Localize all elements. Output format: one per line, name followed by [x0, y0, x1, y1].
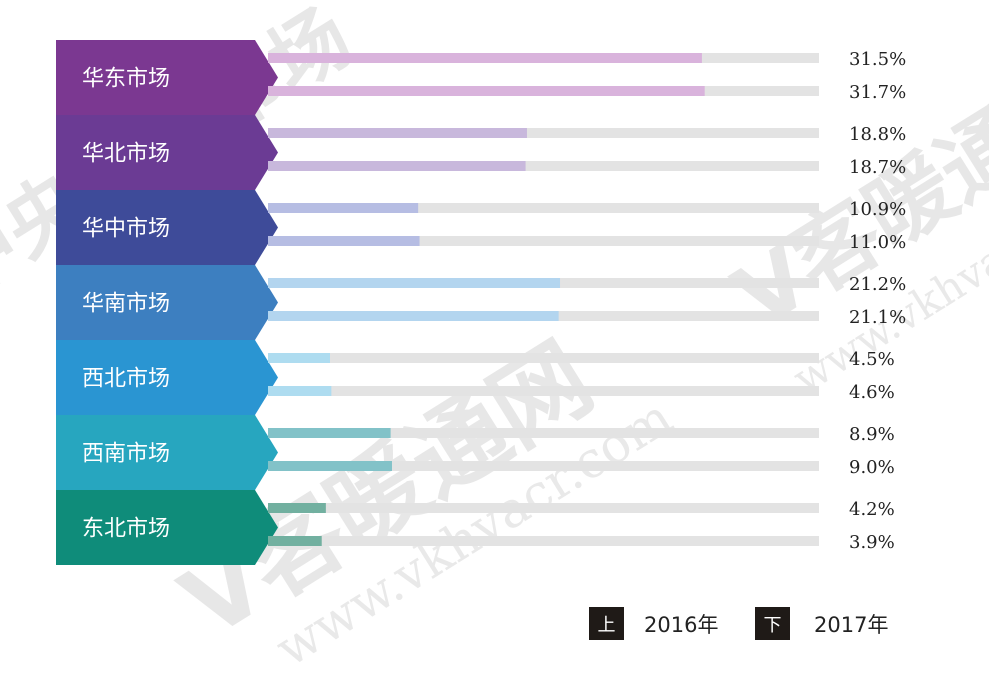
region-label: 西北市场	[82, 367, 170, 392]
bar-2016年	[268, 428, 391, 438]
region-block	[56, 115, 278, 190]
value-label: 4.5%	[849, 349, 895, 370]
bar-2017年	[268, 386, 332, 396]
bar-track	[268, 461, 819, 471]
region-label: 华中市场	[82, 217, 170, 242]
value-label: 21.2%	[849, 274, 906, 295]
bar-2017年	[268, 161, 526, 171]
bar-2016年	[268, 53, 702, 63]
bar-2016年	[268, 503, 326, 513]
bar-track	[268, 503, 819, 513]
bar-track	[268, 236, 819, 246]
region-block	[56, 415, 278, 490]
legend-marker-box	[755, 607, 790, 640]
bar-2016年	[268, 353, 330, 363]
value-label: 21.1%	[849, 307, 906, 328]
bar-2017年	[268, 461, 392, 471]
bar-2016年	[268, 128, 527, 138]
value-label: 3.9%	[849, 532, 895, 553]
bar-2017年	[268, 536, 322, 546]
bar-2017年	[268, 311, 559, 321]
bar-2017年	[268, 236, 420, 246]
value-label: 31.7%	[849, 82, 906, 103]
region-block	[56, 190, 278, 265]
legend-item-2017: 下 2017年	[755, 607, 888, 640]
value-label: 8.9%	[849, 424, 895, 445]
region-block	[56, 340, 278, 415]
value-label: 18.7%	[849, 157, 906, 178]
legend-label: 2016年	[644, 613, 718, 637]
bar-track	[268, 386, 819, 396]
region-label: 华南市场	[82, 292, 170, 317]
region-label: 西南市场	[82, 442, 170, 467]
bar-2016年	[268, 278, 561, 288]
value-label: 31.5%	[849, 49, 906, 70]
region-label: 华北市场	[82, 142, 170, 167]
value-label: 4.6%	[849, 382, 895, 403]
bar-track	[268, 353, 819, 363]
legend-marker-text: 上	[598, 615, 616, 636]
value-label: 18.8%	[849, 124, 906, 145]
bars	[268, 53, 819, 546]
value-label: 11.0%	[849, 232, 906, 253]
bar-track	[268, 428, 819, 438]
bar-track	[268, 128, 819, 138]
legend-item-2016: 上 2016年	[589, 607, 718, 640]
region-block	[56, 40, 278, 115]
bar-2017年	[268, 86, 705, 96]
bar-track	[268, 203, 819, 213]
region-label: 东北市场	[82, 517, 170, 542]
region-block	[56, 265, 278, 340]
value-label: 9.0%	[849, 457, 895, 478]
legend-marker-text: 下	[764, 615, 782, 636]
value-labels: 31.5% 31.7% 18.8% 18.7% 10.9% 11.0% 21.2% 21.1%…	[849, 49, 906, 553]
bar-track	[268, 536, 819, 546]
value-label: 10.9%	[849, 199, 906, 220]
region-block	[56, 490, 278, 565]
legend: 上 2016年 下 2017年	[589, 607, 888, 640]
region-label: 华东市场	[82, 67, 170, 92]
bar-2016年	[268, 203, 419, 213]
legend-label: 2017年	[814, 613, 888, 637]
bar-track	[268, 161, 819, 171]
value-label: 4.2%	[849, 499, 895, 520]
legend-marker-box	[589, 607, 624, 640]
